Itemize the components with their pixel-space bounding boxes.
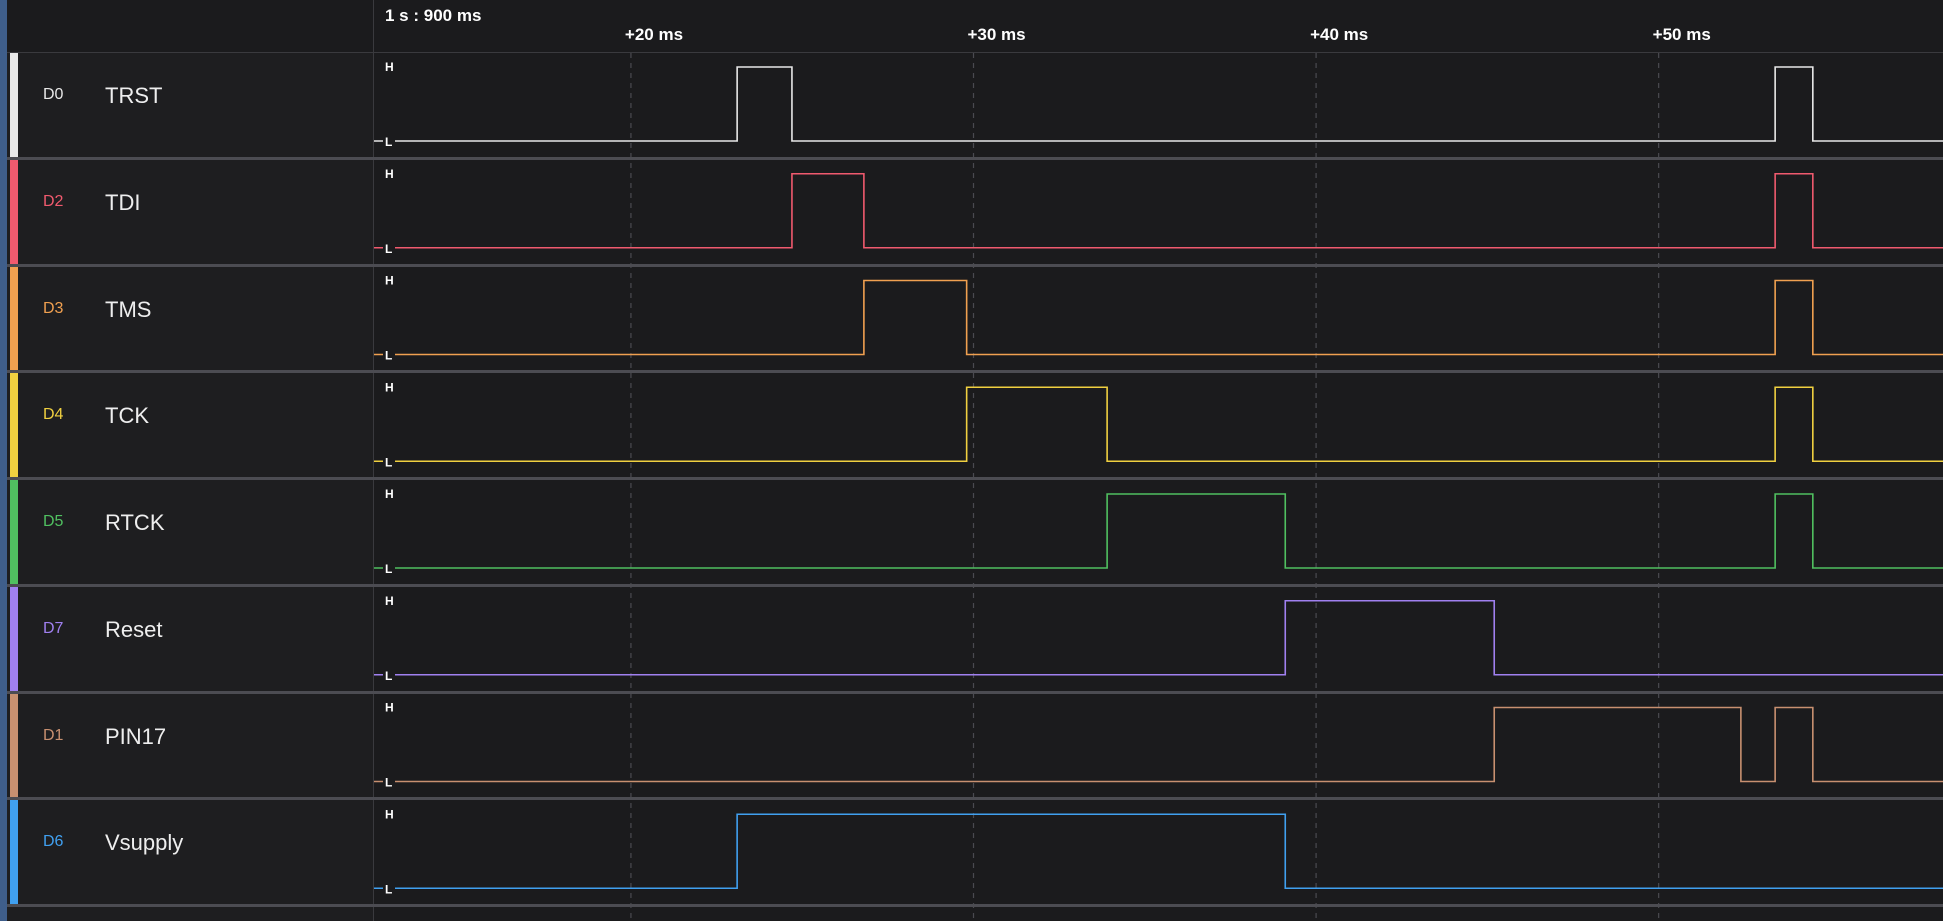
channel-name[interactable]: TRST: [105, 83, 163, 108]
high-level-label: H: [385, 60, 394, 74]
waveform-reset[interactable]: [374, 599, 1943, 676]
time-tick-label: +30 ms: [967, 25, 1026, 44]
row-separator: [7, 370, 1943, 374]
time-ruler-title: 1 s : 900 ms: [385, 6, 482, 25]
channel-row[interactable]: D3 TMS: [7, 266, 373, 371]
channel-name[interactable]: RTCK: [105, 510, 165, 535]
time-tick-label: +40 ms: [1310, 25, 1369, 44]
channel-id: D0: [43, 86, 64, 103]
channel-id: D6: [43, 833, 64, 851]
waveform-vsupply[interactable]: [374, 813, 1943, 890]
high-level-label: H: [385, 380, 394, 394]
row-separator: [7, 904, 1943, 907]
channel-name[interactable]: Reset: [105, 616, 163, 642]
channel-color-bar: [10, 53, 18, 157]
low-level-label: L: [385, 455, 392, 469]
low-level-label: L: [385, 776, 392, 790]
channel-color-bar: [10, 159, 18, 264]
time-ruler[interactable]: 1 s : 900 ms +20 ms +30 ms +40 ms +50 ms: [373, 0, 1943, 53]
channel-name[interactable]: Vsupply: [105, 830, 184, 856]
channel-row[interactable]: D6 Vsupply: [7, 800, 373, 904]
channel-color-bar: [10, 266, 18, 371]
channel-color-bar: [10, 800, 18, 904]
channel-name[interactable]: PIN17: [105, 723, 167, 749]
waveform-rtck[interactable]: [374, 493, 1943, 569]
channel-name[interactable]: TMS: [105, 296, 152, 322]
time-tick-label: +20 ms: [624, 25, 684, 44]
channel-row[interactable]: D1 PIN17: [7, 693, 373, 798]
channel-id: D2: [43, 192, 64, 210]
channel-color-bar: [10, 373, 18, 477]
low-level-label: L: [385, 135, 392, 149]
channel-row[interactable]: D7 Reset: [7, 586, 373, 691]
low-level-label: L: [385, 242, 392, 256]
high-level-label: H: [385, 807, 394, 821]
channel-row[interactable]: D0 TRST: [7, 53, 373, 157]
panel-divider[interactable]: [373, 0, 374, 921]
channel-id: D1: [43, 726, 64, 744]
low-level-label: L: [385, 669, 392, 683]
row-separator: [7, 477, 1943, 480]
waveform-tck[interactable]: [374, 386, 1943, 463]
channel-id: D7: [43, 619, 64, 637]
left-edge-bar: [0, 0, 7, 921]
header-corner: [7, 0, 373, 53]
channel-row[interactable]: D4 TCK: [7, 373, 373, 477]
channel-id: D5: [43, 513, 64, 530]
row-separator: [7, 690, 1943, 694]
row-separator: [7, 263, 1943, 267]
waveform-tdi[interactable]: [374, 172, 1943, 249]
channel-id: D3: [43, 299, 64, 317]
low-level-label: L: [385, 349, 392, 363]
channel-row[interactable]: D2 TDI: [7, 159, 373, 264]
high-level-label: H: [385, 701, 394, 715]
channel-color-bar: [10, 480, 18, 584]
high-level-label: H: [385, 167, 394, 181]
channel-label-panel: [7, 0, 373, 921]
time-tick-label: +50 ms: [1652, 25, 1711, 44]
waveform-pin17[interactable]: [374, 706, 1943, 783]
low-level-label: L: [385, 882, 392, 896]
row-separator: [7, 797, 1943, 801]
row-separator: [7, 156, 1943, 160]
channel-name[interactable]: TCK: [105, 403, 149, 429]
channel-id: D4: [43, 406, 64, 424]
high-level-label: H: [385, 274, 394, 288]
waveform-tms[interactable]: [374, 279, 1943, 356]
waveform-trst[interactable]: [374, 66, 1943, 142]
high-level-label: H: [385, 594, 394, 608]
high-level-label: H: [385, 487, 394, 501]
row-separator: [7, 583, 1943, 587]
channel-row[interactable]: D5 RTCK: [7, 480, 373, 584]
low-level-label: L: [385, 562, 392, 576]
channel-name[interactable]: TDI: [105, 189, 141, 215]
channel-color-bar: [10, 586, 18, 691]
channel-color-bar: [10, 693, 18, 798]
